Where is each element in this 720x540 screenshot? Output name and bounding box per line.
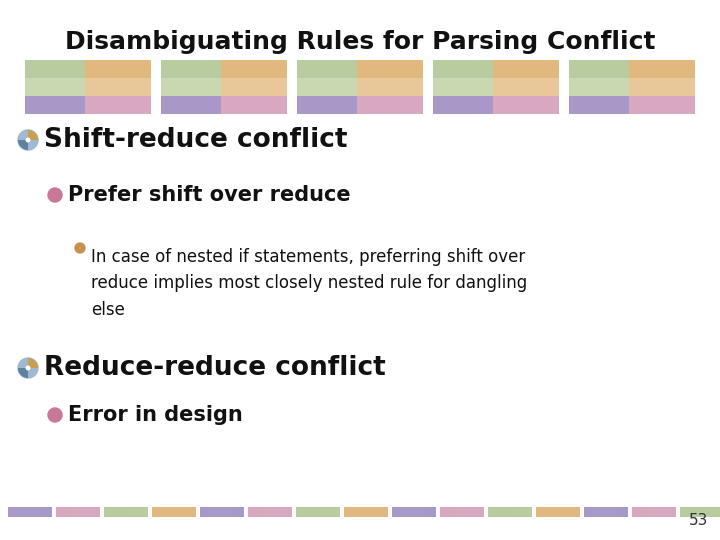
FancyBboxPatch shape	[433, 78, 493, 96]
Text: Prefer shift over reduce: Prefer shift over reduce	[68, 185, 351, 205]
FancyBboxPatch shape	[488, 507, 532, 517]
FancyBboxPatch shape	[584, 507, 628, 517]
FancyBboxPatch shape	[222, 96, 287, 114]
FancyBboxPatch shape	[569, 60, 629, 78]
FancyBboxPatch shape	[680, 507, 720, 517]
FancyBboxPatch shape	[629, 78, 695, 96]
Circle shape	[48, 408, 62, 422]
FancyBboxPatch shape	[25, 96, 86, 114]
Wedge shape	[28, 358, 38, 368]
FancyBboxPatch shape	[569, 78, 629, 96]
FancyBboxPatch shape	[358, 60, 423, 78]
FancyBboxPatch shape	[161, 60, 222, 78]
FancyBboxPatch shape	[222, 60, 287, 78]
Circle shape	[75, 243, 85, 253]
Text: In case of nested if statements, preferring shift over
reduce implies most close: In case of nested if statements, preferr…	[91, 248, 527, 319]
FancyBboxPatch shape	[161, 78, 222, 96]
FancyBboxPatch shape	[8, 507, 52, 517]
FancyBboxPatch shape	[392, 507, 436, 517]
FancyBboxPatch shape	[86, 96, 151, 114]
FancyBboxPatch shape	[440, 507, 484, 517]
FancyBboxPatch shape	[358, 78, 423, 96]
FancyBboxPatch shape	[493, 60, 559, 78]
FancyBboxPatch shape	[493, 78, 559, 96]
FancyBboxPatch shape	[344, 507, 388, 517]
Circle shape	[26, 366, 30, 370]
Text: Disambiguating Rules for Parsing Conflict: Disambiguating Rules for Parsing Conflic…	[65, 30, 655, 54]
Circle shape	[48, 188, 62, 202]
FancyBboxPatch shape	[632, 507, 676, 517]
Text: Reduce-reduce conflict: Reduce-reduce conflict	[44, 355, 386, 381]
FancyBboxPatch shape	[104, 507, 148, 517]
Wedge shape	[18, 368, 28, 378]
FancyBboxPatch shape	[629, 60, 695, 78]
FancyBboxPatch shape	[86, 60, 151, 78]
FancyBboxPatch shape	[161, 96, 222, 114]
Wedge shape	[18, 140, 28, 150]
Text: Error in design: Error in design	[68, 405, 243, 425]
FancyBboxPatch shape	[152, 507, 196, 517]
FancyBboxPatch shape	[629, 96, 695, 114]
FancyBboxPatch shape	[297, 96, 358, 114]
Circle shape	[18, 130, 38, 150]
Text: Shift-reduce conflict: Shift-reduce conflict	[44, 127, 348, 153]
FancyBboxPatch shape	[358, 96, 423, 114]
FancyBboxPatch shape	[297, 60, 358, 78]
Wedge shape	[28, 130, 38, 140]
FancyBboxPatch shape	[25, 78, 86, 96]
FancyBboxPatch shape	[433, 96, 493, 114]
Circle shape	[18, 358, 38, 378]
FancyBboxPatch shape	[536, 507, 580, 517]
FancyBboxPatch shape	[200, 507, 244, 517]
FancyBboxPatch shape	[297, 78, 358, 96]
Text: 53: 53	[688, 513, 708, 528]
FancyBboxPatch shape	[493, 96, 559, 114]
FancyBboxPatch shape	[248, 507, 292, 517]
FancyBboxPatch shape	[56, 507, 100, 517]
FancyBboxPatch shape	[25, 60, 86, 78]
Circle shape	[26, 138, 30, 142]
FancyBboxPatch shape	[86, 78, 151, 96]
FancyBboxPatch shape	[433, 60, 493, 78]
FancyBboxPatch shape	[296, 507, 340, 517]
FancyBboxPatch shape	[569, 96, 629, 114]
FancyBboxPatch shape	[222, 78, 287, 96]
